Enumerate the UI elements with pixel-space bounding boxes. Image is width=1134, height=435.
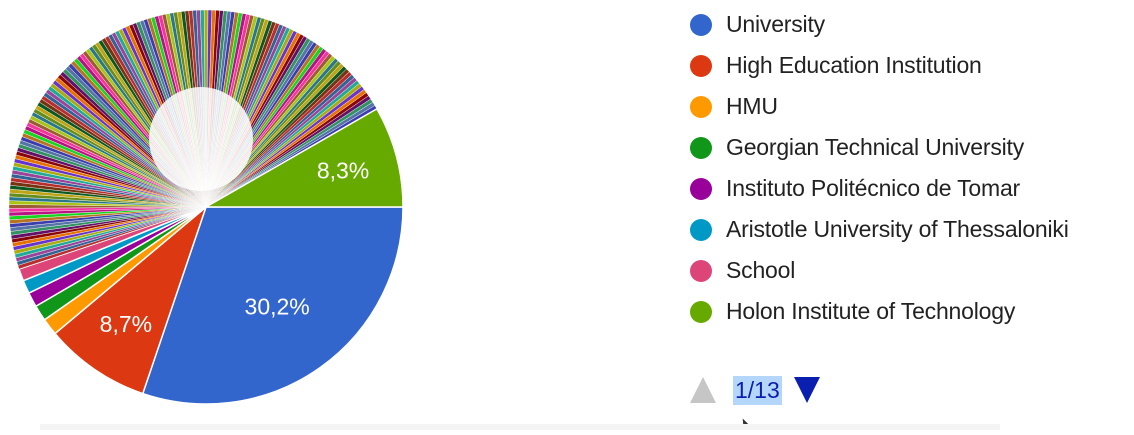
legend-swatch — [690, 218, 712, 241]
divider — [40, 424, 1000, 430]
triangle-down-icon[interactable] — [793, 377, 820, 403]
pager-label: 1/13 — [733, 375, 782, 405]
legend-entry[interactable]: University — [690, 4, 1069, 45]
legend-label: School — [726, 257, 796, 283]
data-label: 30,2% — [245, 293, 310, 319]
data-label: 8,3% — [317, 157, 369, 183]
legend-entry[interactable]: School — [690, 250, 1069, 291]
legend-entry[interactable]: HMU — [690, 86, 1069, 127]
legend-label: Aristotle University of Thessaloniki — [726, 216, 1069, 242]
legend-swatch — [690, 177, 712, 200]
triangle-up-icon[interactable] — [690, 377, 716, 403]
legend-label: University — [726, 11, 825, 37]
data-label: 8,7% — [100, 311, 152, 337]
legend-swatch — [690, 95, 712, 118]
pie-slice-holon-institute-of-technology[interactable] — [203, 107, 404, 208]
legend-label: Holon Institute of Technology — [726, 298, 1016, 324]
legend-entry[interactable]: Instituto Politécnico de Tomar — [690, 168, 1069, 209]
pie-slice-university[interactable] — [141, 206, 404, 405]
legend-entry[interactable]: High Education Institution — [690, 45, 1069, 86]
legend-label: Instituto Politécnico de Tomar — [726, 175, 1021, 201]
pie-slice-high-education-institution[interactable] — [53, 204, 208, 395]
legend-label: Georgian Technical University — [726, 134, 1025, 160]
legend-swatch — [690, 136, 712, 159]
legend-entry[interactable]: Georgian Technical University — [690, 127, 1069, 168]
legend-swatch — [690, 259, 712, 282]
legend-pager: 1/13 — [690, 368, 820, 412]
legend-entry[interactable]: Holon Institute of Technology — [690, 291, 1069, 332]
legend-label: HMU — [726, 93, 778, 119]
legend-swatch — [690, 13, 712, 36]
legend-swatch — [690, 54, 712, 77]
legend-entry[interactable]: Aristotle University of Thessaloniki — [690, 209, 1069, 250]
legend: University High Education Institution HMU G… — [690, 4, 1069, 332]
pie-center-highlight — [149, 87, 253, 191]
legend-label: High Education Institution — [726, 52, 982, 78]
legend-swatch — [690, 300, 712, 323]
pie-plot: 30,2% 8,7% 8,3% — [8, 9, 404, 405]
